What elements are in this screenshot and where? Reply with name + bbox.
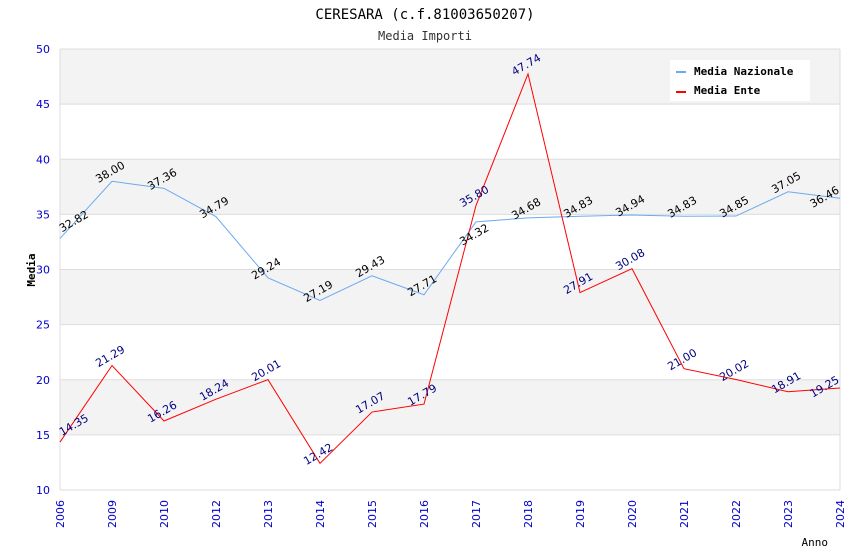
y-tick-label: 50 <box>36 43 50 56</box>
x-tick-label: 2014 <box>314 500 327 528</box>
grid-band <box>60 269 840 325</box>
legend: Media Nazionale Media Ente <box>670 60 810 101</box>
y-tick-label: 15 <box>36 429 50 442</box>
grid-band <box>60 379 840 435</box>
y-tick-label: 20 <box>36 374 50 387</box>
chart-title: CERESARA (c.f.81003650207) <box>315 7 534 23</box>
x-tick-label: 2017 <box>470 500 483 528</box>
x-tick-label: 2006 <box>54 500 67 528</box>
x-tick-label: 2009 <box>106 500 119 528</box>
x-axis-label: Anno <box>802 536 829 549</box>
x-tick-label: 2018 <box>522 500 535 528</box>
series-line-ente <box>59 72 841 465</box>
legend-swatch-nazionale <box>676 71 686 73</box>
y-tick-label: 45 <box>36 98 50 111</box>
x-tick-label: 2021 <box>678 500 691 528</box>
x-tick-label: 2010 <box>158 500 171 528</box>
x-tick-label: 2016 <box>418 500 431 528</box>
y-axis-label: Media <box>25 253 38 286</box>
x-tick-label: 2020 <box>626 500 639 528</box>
x-tick-label: 2019 <box>574 500 587 528</box>
x-tick-label: 2023 <box>782 500 795 528</box>
x-tick-label: 2012 <box>210 500 223 528</box>
y-tick-label: 10 <box>36 484 50 497</box>
legend-label-ente: Media Ente <box>694 84 761 97</box>
legend-label-nazionale: Media Nazionale <box>694 65 794 78</box>
legend-swatch-ente <box>676 91 686 93</box>
x-tick-label: 2015 <box>366 500 379 528</box>
y-tick-label: 30 <box>36 264 50 277</box>
x-tick-label: 2024 <box>834 500 847 528</box>
y-tick-label: 40 <box>36 153 50 166</box>
y-tick-label: 35 <box>36 208 50 221</box>
series-line-nazionale <box>59 180 841 302</box>
x-tick-label: 2013 <box>262 500 275 528</box>
y-tick-label: 25 <box>36 319 50 332</box>
chart-subtitle: Media Importi <box>378 29 472 43</box>
x-tick-label: 2022 <box>730 500 743 528</box>
grid-band <box>60 159 840 215</box>
